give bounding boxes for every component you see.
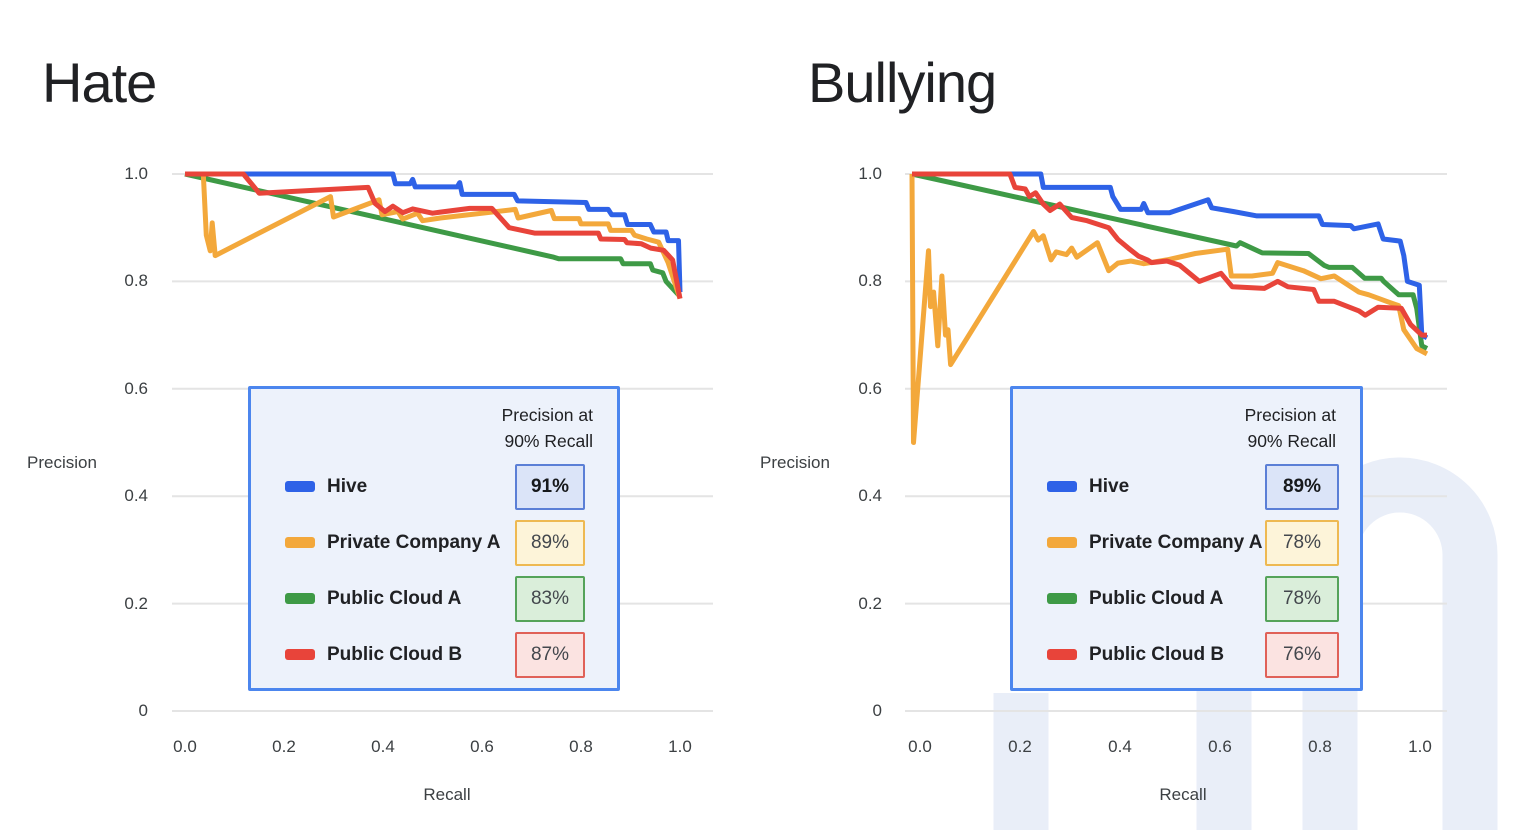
precision-value: 78% <box>1282 588 1322 609</box>
y-tick-label: 1.0 <box>858 164 882 183</box>
legend-swatch-icon <box>285 649 315 660</box>
x-tick-label: 0.8 <box>1308 737 1332 756</box>
precision-value-box: 89% <box>1265 464 1339 510</box>
series-line-private-company-a <box>909 173 1429 445</box>
precision-value-box: 91% <box>515 464 585 510</box>
legend-box-hate: Precision at 90% Recall Hive 91% Private C… <box>248 386 620 691</box>
legend-row-public-cloud-b: Public Cloud B 76% <box>1013 632 1360 678</box>
precision-value: 89% <box>530 532 570 553</box>
legend-series-name: Private Company A <box>327 532 501 553</box>
legend-series-name: Hive <box>327 476 368 497</box>
legend-swatch-icon <box>1047 593 1077 604</box>
legend-title-line1: Precision at <box>501 405 593 425</box>
legend-box-bullying: Precision at 90% Recall Hive 89% Private C… <box>1010 386 1363 691</box>
precision-value-box: 76% <box>1265 632 1339 678</box>
precision-value: 87% <box>530 644 570 665</box>
x-tick-label: 1.0 <box>668 737 692 756</box>
precision-value-box: 78% <box>1265 520 1339 566</box>
x-tick-label: 0.2 <box>272 737 296 756</box>
legend-title: Precision at 90% Recall <box>502 402 593 454</box>
legend-title-line2: 90% Recall <box>504 431 593 451</box>
series-line-public-cloud-a <box>184 171 682 299</box>
legend-swatch-icon <box>1047 649 1077 660</box>
precision-value-box: 87% <box>515 632 585 678</box>
precision-value: 78% <box>1282 532 1322 553</box>
legend-row-public-cloud-a: Public Cloud A 78% <box>1013 576 1360 622</box>
y-tick-label: 0.8 <box>124 271 148 291</box>
legend-title-line1: Precision at <box>1244 405 1336 425</box>
chart-title-bullying: Bullying <box>808 51 997 114</box>
x-tick-label: 0.4 <box>371 737 395 756</box>
y-tick-label: 0.2 <box>858 593 882 613</box>
y-tick-label: 1.0 <box>124 164 148 183</box>
precision-value-box: 78% <box>1265 576 1339 622</box>
legend-swatch-icon <box>285 593 315 604</box>
y-axis-title-precision-left: Precision <box>27 453 97 472</box>
legend-swatch-icon <box>1047 481 1077 492</box>
legend-swatch-icon <box>1047 537 1077 548</box>
x-tick-label: 0.0 <box>908 737 932 756</box>
x-tick-label: 0.0 <box>173 737 197 756</box>
y-axis-title-precision-right: Precision <box>760 453 830 472</box>
x-axis-title-recall-left: Recall <box>423 785 471 804</box>
x-tick-label: 0.2 <box>1008 737 1032 756</box>
precision-value: 89% <box>1282 476 1322 497</box>
x-tick-label: 0.6 <box>1208 737 1232 756</box>
legend-swatch-icon <box>285 481 315 492</box>
legend-title: Precision at 90% Recall <box>1245 402 1336 454</box>
chart-title-hate: Hate <box>42 51 157 114</box>
legend-series-name: Public Cloud A <box>327 588 462 609</box>
legend-series-name: Public Cloud A <box>1089 588 1224 609</box>
y-tick-label: 0.6 <box>124 378 148 398</box>
legend-row-hive: Hive 91% <box>251 464 617 510</box>
series-line-public-cloud-a <box>911 171 1429 351</box>
series-line-public-cloud-b <box>185 171 683 300</box>
x-tick-label: 0.4 <box>1108 737 1132 756</box>
y-tick-label: 0 <box>872 701 882 720</box>
legend-swatch-icon <box>285 537 315 548</box>
legend-row-private-company-a: Private Company A 89% <box>251 520 617 566</box>
y-tick-label: 0.2 <box>124 593 148 613</box>
precision-value: 83% <box>530 588 570 609</box>
legend-row-hive: Hive 89% <box>1013 464 1360 510</box>
legend-series-name: Public Cloud B <box>327 644 463 665</box>
x-tick-label: 0.8 <box>569 737 593 756</box>
y-tick-label: 0 <box>138 701 148 720</box>
series-line-hive <box>185 171 683 293</box>
precision-value-box: 89% <box>515 520 585 566</box>
series-line-hive <box>912 171 1429 341</box>
y-tick-label: 0.4 <box>124 486 148 506</box>
series-line-private-company-a <box>185 171 683 300</box>
legend-series-name: Hive <box>1089 476 1130 497</box>
precision-value: 91% <box>530 476 570 497</box>
x-tick-label: 0.6 <box>470 737 494 756</box>
x-tick-label: 1.0 <box>1408 737 1432 756</box>
legend-title-line2: 90% Recall <box>1247 431 1336 451</box>
legend-series-name: Private Company A <box>1089 532 1263 553</box>
legend-series-name: Public Cloud B <box>1089 644 1225 665</box>
precision-value-box: 83% <box>515 576 585 622</box>
legend-row-public-cloud-a: Public Cloud A 83% <box>251 576 617 622</box>
legend-row-private-company-a: Private Company A 78% <box>1013 520 1360 566</box>
y-tick-label: 0.6 <box>858 378 882 398</box>
legend-row-public-cloud-b: Public Cloud B 87% <box>251 632 617 678</box>
series-line-public-cloud-b <box>912 171 1427 338</box>
y-tick-label: 0.8 <box>858 271 882 291</box>
x-axis-title-recall-right: Recall <box>1159 785 1207 804</box>
precision-value: 76% <box>1282 644 1322 665</box>
y-tick-label: 0.4 <box>858 486 882 506</box>
